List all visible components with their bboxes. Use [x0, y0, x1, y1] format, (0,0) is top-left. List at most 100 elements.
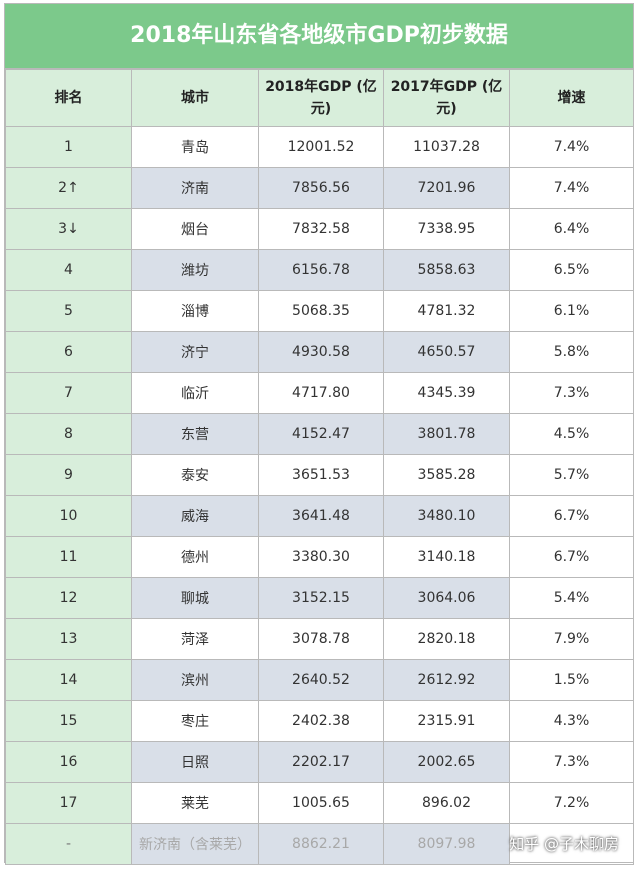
growth-cell: 5.8% [509, 331, 634, 373]
growth-cell: 6.7% [509, 536, 634, 578]
gdp-2017-cell: 2315.91 [383, 700, 510, 742]
rank-cell: 3↓ [5, 208, 132, 250]
growth-cell: 6.1% [509, 290, 634, 332]
rank-cell: 6 [5, 331, 132, 373]
header-gdp-2017-line2: (亿元) [436, 79, 503, 117]
gdp-2017-cell: 3801.78 [383, 413, 510, 455]
gdp-2018-cell: 8862.21 [258, 823, 384, 865]
city-cell: 日照 [131, 741, 259, 783]
table-row: 6 济宁 4930.58 4650.57 5.8% [5, 331, 634, 373]
rank-cell: 16 [5, 741, 132, 783]
rank-cell: 9 [5, 454, 132, 496]
growth-cell: 7.4% [509, 126, 634, 168]
gdp-2018-cell: 2640.52 [258, 659, 384, 701]
gdp-2018-cell: 3152.15 [258, 577, 384, 619]
growth-cell: 7.4% [509, 167, 634, 209]
watermark: 知乎 @子木聊房 [509, 835, 619, 853]
growth-cell [509, 823, 634, 865]
table-row: 3↓ 烟台 7832.58 7338.95 6.4% [5, 208, 634, 250]
gdp-2018-cell: 4930.58 [258, 331, 384, 373]
rank-cell: 4 [5, 249, 132, 291]
city-cell: 潍坊 [131, 249, 259, 291]
growth-cell: 5.7% [509, 454, 634, 496]
rank-cell: 7 [5, 372, 132, 414]
table-row: 9 泰安 3651.53 3585.28 5.7% [5, 454, 634, 496]
table-row: 10 威海 3641.48 3480.10 6.7% [5, 495, 634, 537]
table-title: 2018年山东省各地级市GDP初步数据 [5, 4, 633, 69]
city-cell: 济宁 [131, 331, 259, 373]
gdp-table-figure: 2018年山东省各地级市GDP初步数据 排名 城市 2018年GDP (亿元) … [4, 3, 634, 865]
city-cell: 临沂 [131, 372, 259, 414]
table-row: 1 青岛 12001.52 11037.28 7.4% [5, 126, 634, 168]
gdp-2017-cell: 2612.92 [383, 659, 510, 701]
growth-cell: 7.3% [509, 741, 634, 783]
growth-cell: 4.3% [509, 700, 634, 742]
table-row: 5 淄博 5068.35 4781.32 6.1% [5, 290, 634, 332]
table-row: 4 潍坊 6156.78 5858.63 6.5% [5, 249, 634, 291]
rank-cell: 14 [5, 659, 132, 701]
table-row: 15 枣庄 2402.38 2315.91 4.3% [5, 700, 634, 742]
table-body: 1 青岛 12001.52 11037.28 7.4% 2↑ 济南 7856.56 7201.… [5, 126, 634, 865]
growth-cell: 7.3% [509, 372, 634, 414]
rank-cell: 15 [5, 700, 132, 742]
gdp-2018-cell: 6156.78 [258, 249, 384, 291]
table-row: 12 聊城 3152.15 3064.06 5.4% [5, 577, 634, 619]
header-growth: 增速 [509, 69, 634, 127]
city-cell: 威海 [131, 495, 259, 537]
header-gdp-2018-line2: (亿元) [310, 79, 377, 117]
gdp-2017-cell: 11037.28 [383, 126, 510, 168]
gdp-table: 排名 城市 2018年GDP (亿元) 2017年GDP (亿元) 增速 1 青岛… [5, 69, 634, 865]
rank-cell: 2↑ [5, 167, 132, 209]
gdp-2017-cell: 3140.18 [383, 536, 510, 578]
rank-cell: 5 [5, 290, 132, 332]
gdp-2017-cell: 2820.18 [383, 618, 510, 660]
gdp-2017-cell: 4781.32 [383, 290, 510, 332]
gdp-2017-cell: 4345.39 [383, 372, 510, 414]
rank-cell: 8 [5, 413, 132, 455]
gdp-2017-cell: 3480.10 [383, 495, 510, 537]
gdp-2018-cell: 7832.58 [258, 208, 384, 250]
header-gdp-2017: 2017年GDP (亿元) [383, 69, 510, 127]
growth-cell: 7.9% [509, 618, 634, 660]
gdp-2018-cell: 3641.48 [258, 495, 384, 537]
growth-cell: 7.2% [509, 782, 634, 824]
rank-cell: 13 [5, 618, 132, 660]
table-row-new-jinan: - 新济南（含莱芜） 8862.21 8097.98 [5, 823, 634, 865]
gdp-2017-cell: 3064.06 [383, 577, 510, 619]
header-row: 排名 城市 2018年GDP (亿元) 2017年GDP (亿元) 增速 [5, 69, 634, 127]
city-cell: 菏泽 [131, 618, 259, 660]
table-row: 13 菏泽 3078.78 2820.18 7.9% [5, 618, 634, 660]
city-cell: 滨州 [131, 659, 259, 701]
city-cell: 泰安 [131, 454, 259, 496]
table-row: 7 临沂 4717.80 4345.39 7.3% [5, 372, 634, 414]
gdp-2017-cell: 5858.63 [383, 249, 510, 291]
city-cell: 烟台 [131, 208, 259, 250]
rank-cell: 11 [5, 536, 132, 578]
table-row: 2↑ 济南 7856.56 7201.96 7.4% [5, 167, 634, 209]
city-cell: 新济南（含莱芜） [131, 823, 259, 865]
table-row: 16 日照 2202.17 2002.65 7.3% [5, 741, 634, 783]
gdp-2018-cell: 5068.35 [258, 290, 384, 332]
gdp-2018-cell: 7856.56 [258, 167, 384, 209]
growth-cell: 5.4% [509, 577, 634, 619]
gdp-2017-cell: 896.02 [383, 782, 510, 824]
rank-cell: 1 [5, 126, 132, 168]
table-row: 11 德州 3380.30 3140.18 6.7% [5, 536, 634, 578]
gdp-2018-cell: 1005.65 [258, 782, 384, 824]
rank-cell: - [5, 823, 132, 865]
gdp-2017-cell: 4650.57 [383, 331, 510, 373]
gdp-2017-cell: 7201.96 [383, 167, 510, 209]
table-row: 17 莱芜 1005.65 896.02 7.2% [5, 782, 634, 824]
table-row: 14 滨州 2640.52 2612.92 1.5% [5, 659, 634, 701]
gdp-2018-cell: 4152.47 [258, 413, 384, 455]
gdp-2018-cell: 2202.17 [258, 741, 384, 783]
rank-cell: 10 [5, 495, 132, 537]
gdp-2018-cell: 3078.78 [258, 618, 384, 660]
city-cell: 莱芜 [131, 782, 259, 824]
header-rank: 排名 [5, 69, 132, 127]
gdp-2017-cell: 7338.95 [383, 208, 510, 250]
city-cell: 东营 [131, 413, 259, 455]
gdp-2017-cell: 3585.28 [383, 454, 510, 496]
city-cell: 淄博 [131, 290, 259, 332]
growth-cell: 1.5% [509, 659, 634, 701]
